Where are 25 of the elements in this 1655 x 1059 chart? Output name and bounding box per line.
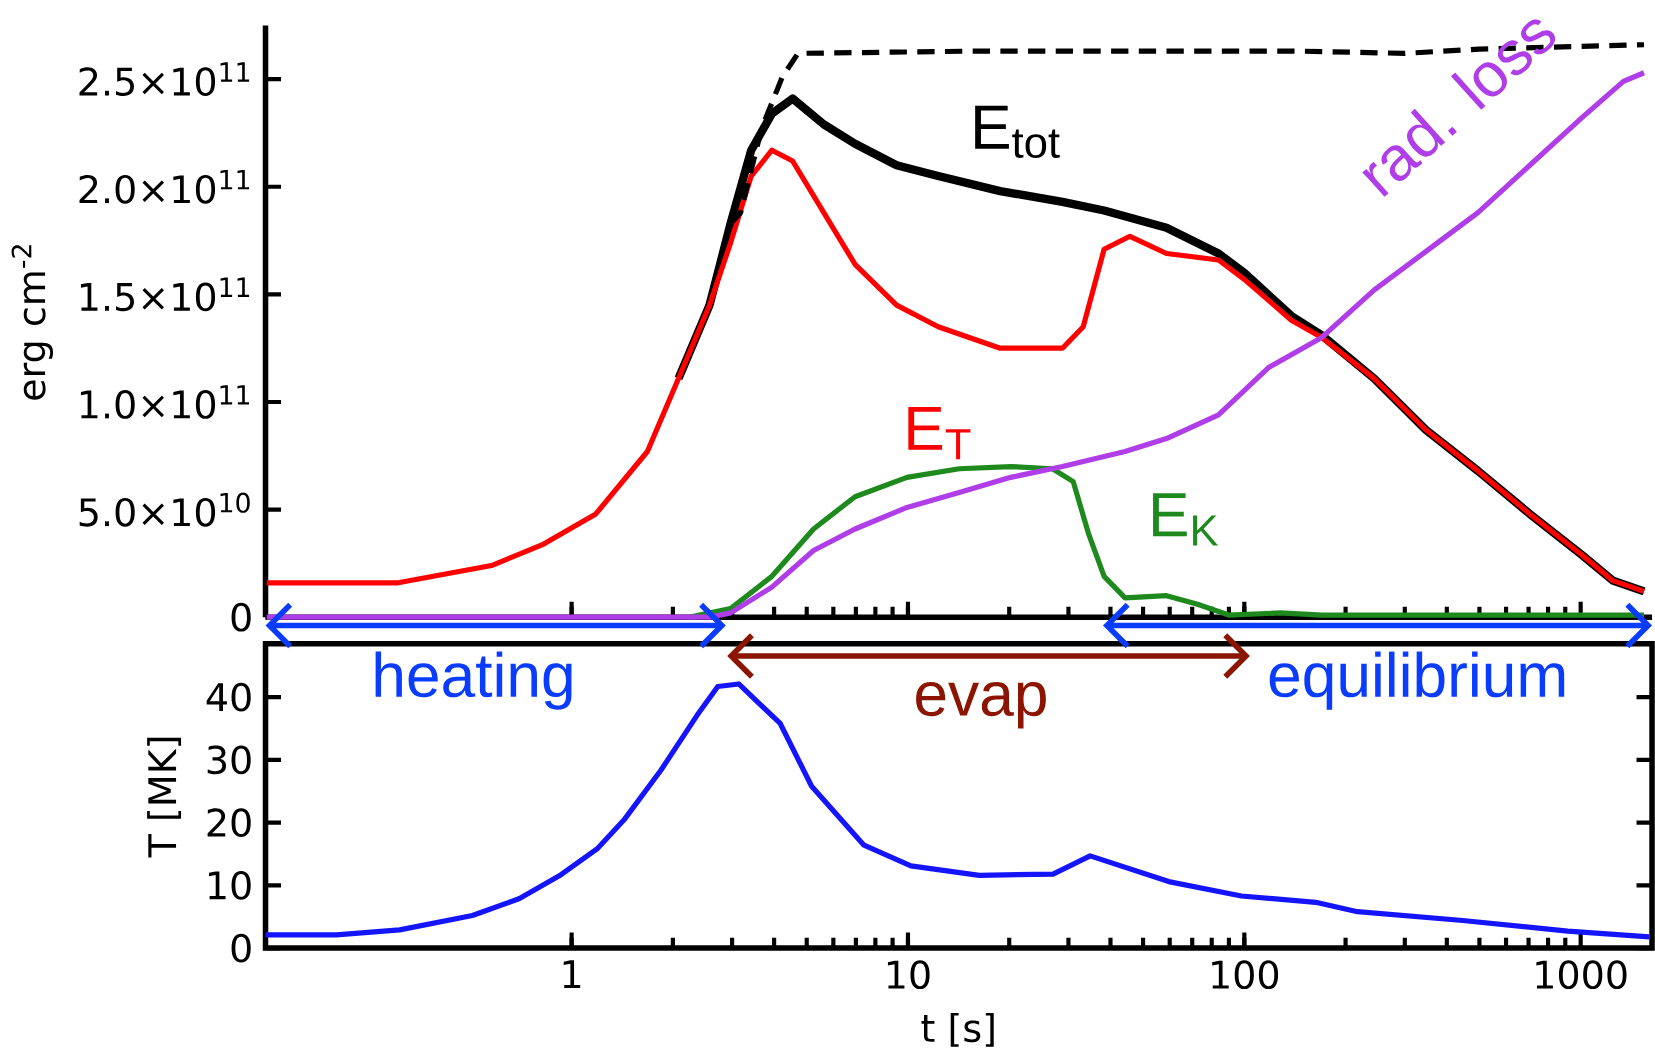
x-tick-label: 1000 [1536, 960, 1627, 989]
y-tick-label: 0 [231, 602, 251, 632]
y-tick-label: 0 [231, 933, 251, 963]
y-tick-label: 40 [206, 682, 251, 712]
x-tick-label: 100 [1212, 960, 1279, 989]
y-tick-label: 1.0×10$^{11}$ [80, 384, 250, 419]
annotation: heating [375, 651, 572, 710]
y-tick-label: 5.0×10$^{10}$ [79, 492, 250, 527]
series-label: E$_{K}$ [1153, 493, 1219, 546]
y-tick-label: 20 [207, 808, 251, 837]
y-axis-title: erg cm$^{-2}$ [11, 245, 53, 400]
x-axis-title: t [s] [921, 1012, 994, 1047]
y-tick-label: 2.5×10$^{11}$ [79, 62, 250, 96]
annotation: equilibrium [1269, 651, 1565, 710]
y-tick-label: 10 [209, 870, 251, 900]
x-tick-label: 1 [563, 960, 581, 988]
y-tick-label: 2.0×10$^{11}$ [79, 169, 250, 204]
x-tick-label: 10 [887, 960, 930, 989]
y-axis-title: T [MK] [147, 737, 182, 858]
series-label: E$_{tot}$ [975, 105, 1060, 158]
y-tick-label: 30 [207, 745, 251, 775]
text: rad. loss [1362, 19, 1556, 197]
y-tick-label: 1.5×10$^{11}$ [80, 277, 250, 312]
series-label: E$_{T}$ [908, 406, 971, 460]
annotation: evap [916, 681, 1046, 729]
